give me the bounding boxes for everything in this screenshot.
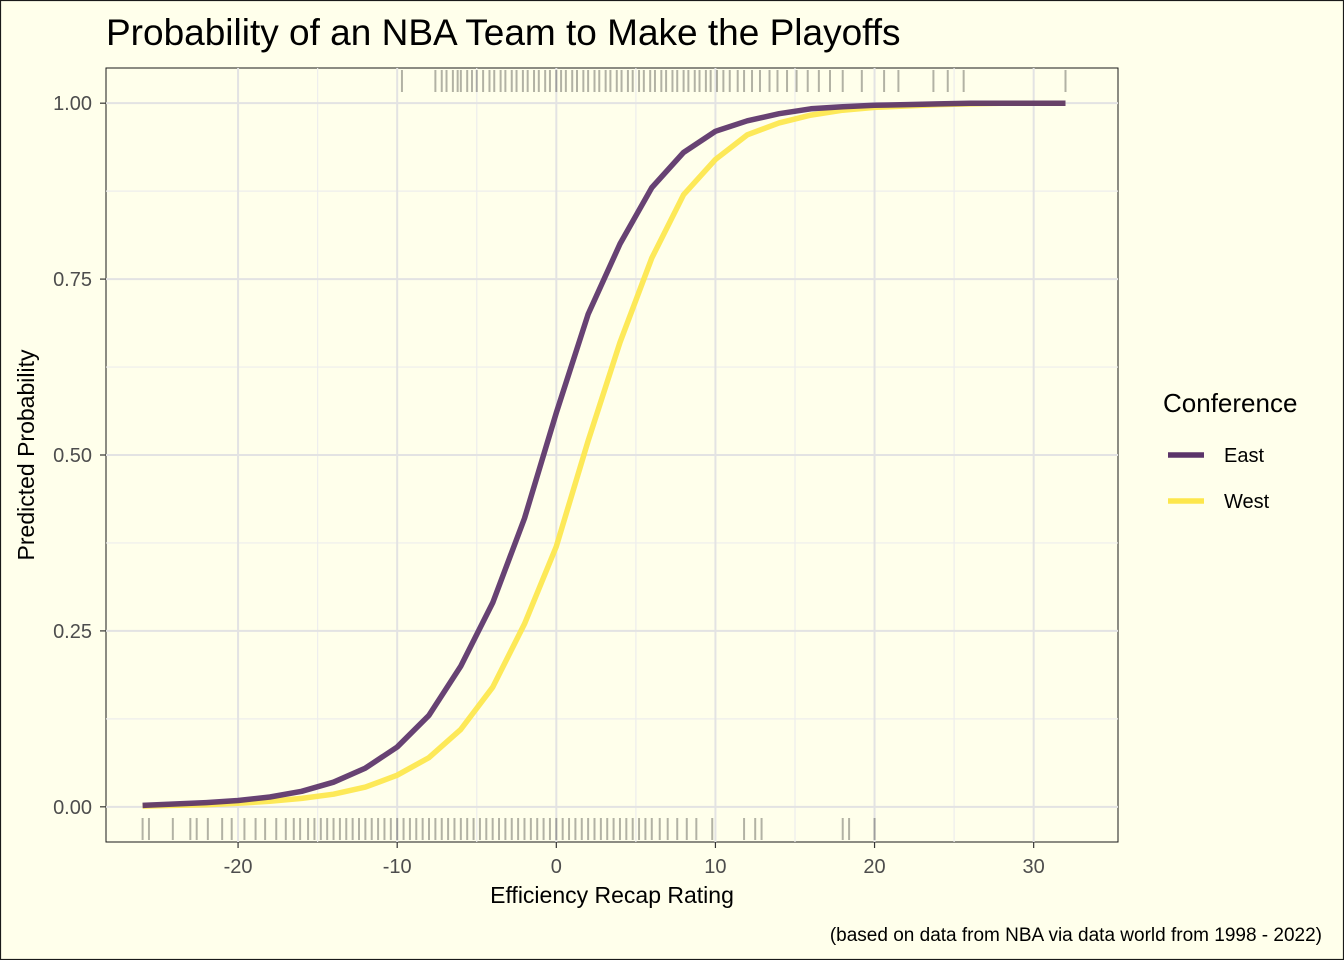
x-axis-ticks: -20 -10 0 10 20 30: [224, 842, 1045, 878]
y-tick-label: 0.75: [53, 269, 92, 291]
legend-label-west: West: [1224, 491, 1270, 513]
legend: Conference East West: [1163, 388, 1297, 513]
x-tick-label: 30: [1023, 856, 1045, 878]
y-tick-label: 0.50: [53, 445, 92, 467]
series-line-east: [142, 100, 1066, 809]
chart-title: Probability of an NBA Team to Make the P…: [106, 12, 901, 53]
y-axis-ticks: 0.00 0.25 0.50 0.75 1.00: [53, 93, 106, 819]
y-tick-label: 0.00: [53, 797, 92, 819]
rug-marks: [141, 70, 1067, 840]
y-axis-title: Predicted Probability: [13, 349, 39, 560]
x-tick-label: 20: [863, 856, 885, 878]
x-tick-label: -20: [224, 856, 253, 878]
x-axis-title: Efficiency Recap Rating: [490, 882, 734, 908]
major-gridlines: [106, 68, 1118, 842]
x-tick-label: 10: [704, 856, 726, 878]
y-tick-label: 0.25: [53, 621, 92, 643]
legend-label-east: East: [1224, 445, 1264, 467]
y-tick-label: 1.00: [53, 93, 92, 115]
x-tick-label: 0: [551, 856, 562, 878]
legend-items: East West: [1168, 445, 1270, 513]
x-tick-label: -10: [383, 856, 412, 878]
series-lines: [142, 100, 1066, 809]
chart-caption: (based on data from NBA via data world f…: [830, 925, 1322, 946]
legend-title: Conference: [1163, 388, 1297, 418]
